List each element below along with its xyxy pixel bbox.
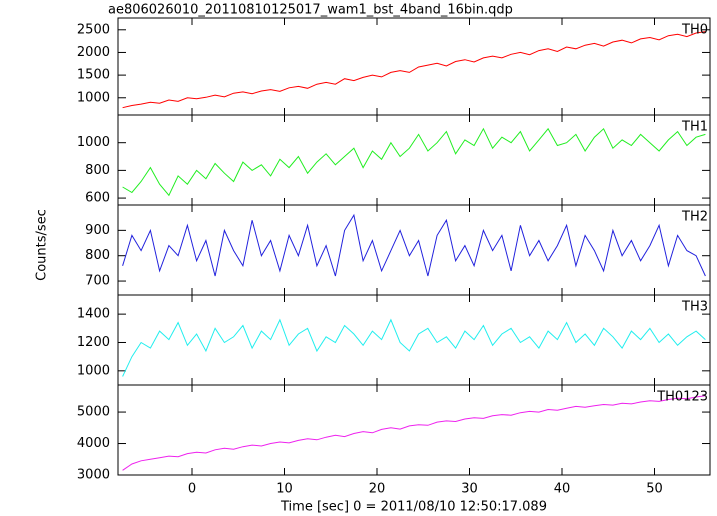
x-tick-label: 10 [276, 482, 293, 497]
y-axis-label: Counts/sec [35, 209, 50, 281]
y-tick-label: 900 [85, 223, 110, 238]
panel-label: TH2 [681, 210, 708, 225]
y-tick-label: 3000 [77, 468, 110, 483]
y-tick-label: 1000 [77, 363, 110, 378]
panel-frame [117, 384, 711, 476]
panel-label: TH0 [681, 23, 708, 38]
series-line [122, 213, 706, 277]
x-tick-label: 0 [188, 482, 196, 497]
x-tick-label: 40 [554, 482, 571, 497]
y-tick-label: 1000 [77, 90, 110, 105]
x-tick-label: 50 [646, 482, 663, 497]
series-line [122, 318, 706, 377]
series-line [122, 127, 706, 197]
y-tick-label: 1200 [77, 335, 110, 350]
y-tick-label: 2500 [77, 22, 110, 37]
series-line [122, 395, 706, 471]
y-tick-label: 800 [85, 248, 110, 263]
x-axis-label: Time [sec] 0 = 2011/08/10 12:50:17.089 [280, 500, 547, 515]
y-tick-label: 5000 [77, 405, 110, 420]
panel-frame [117, 204, 711, 296]
y-tick-label: 4000 [77, 436, 110, 451]
x-tick-label: 20 [369, 482, 386, 497]
y-tick-label: 700 [85, 274, 110, 289]
y-tick-label: 2000 [77, 45, 110, 60]
y-tick-label: 600 [85, 191, 110, 206]
series-line [122, 31, 706, 109]
y-tick-label: 1400 [77, 307, 110, 322]
panel-label: TH3 [681, 300, 708, 315]
y-tick-label: 1500 [77, 68, 110, 83]
panel-label: TH1 [681, 120, 708, 135]
panel-frame [117, 114, 711, 206]
y-tick-label: 800 [85, 163, 110, 178]
x-tick-label: 30 [461, 482, 478, 497]
chart-title: ae806026010_20110810125017_wam1_bst_4ban… [108, 3, 513, 18]
panel-frame [117, 294, 711, 386]
y-tick-label: 1000 [77, 135, 110, 150]
panel-frame [117, 17, 711, 116]
panel-label: TH0123 [656, 390, 708, 405]
